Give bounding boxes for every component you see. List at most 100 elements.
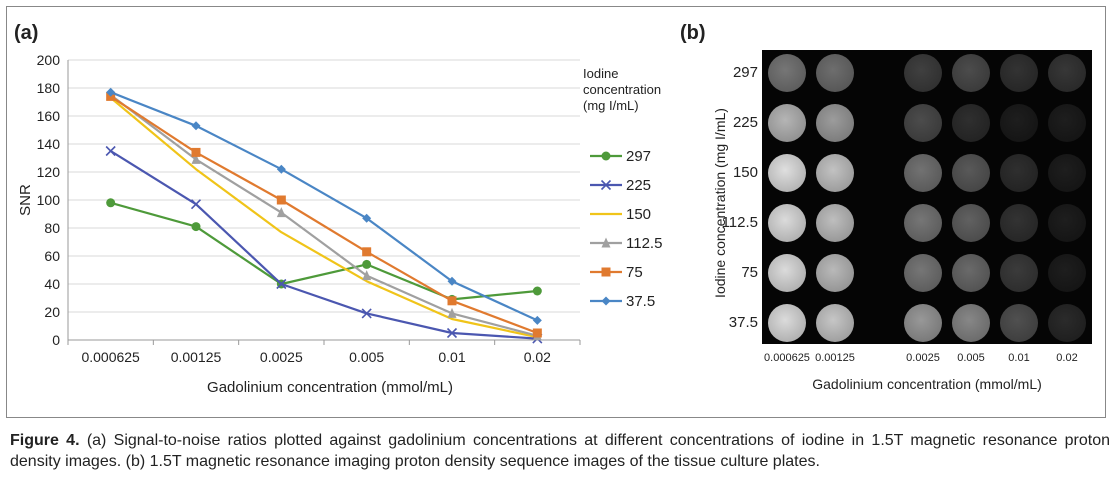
data-point bbox=[105, 145, 116, 157]
mri-well bbox=[816, 104, 854, 142]
data-point bbox=[532, 328, 542, 338]
data-point bbox=[362, 213, 372, 223]
mri-well bbox=[1000, 304, 1038, 342]
mri-well bbox=[816, 304, 854, 342]
mri-well bbox=[768, 154, 806, 192]
series-37.5 bbox=[106, 87, 542, 325]
mri-well bbox=[1000, 104, 1038, 142]
legend-entry-225: 225 bbox=[590, 177, 651, 194]
mri-y-axis-title: Iodine concentration (mg I/mL) bbox=[712, 108, 728, 298]
legend-entry-297: 297 bbox=[590, 148, 651, 165]
data-point bbox=[601, 296, 611, 306]
legend-title: Iodine concentration (mg I/mL) bbox=[583, 66, 661, 113]
data-point bbox=[446, 327, 458, 339]
mri-column-label: 0.0025 bbox=[906, 352, 940, 364]
mri-well bbox=[904, 104, 942, 142]
mri-well bbox=[816, 204, 854, 242]
data-point bbox=[532, 315, 542, 325]
data-point bbox=[447, 296, 457, 306]
data-point bbox=[601, 237, 611, 248]
mri-column-label: 0.01 bbox=[1008, 352, 1030, 364]
mri-well bbox=[904, 204, 942, 242]
y-tick-label: 200 bbox=[37, 52, 61, 68]
data-point bbox=[447, 276, 457, 286]
mri-well bbox=[952, 254, 990, 292]
series-line-297 bbox=[110, 201, 538, 301]
mri-well bbox=[816, 254, 854, 292]
mri-row-label: 37.5 bbox=[728, 314, 758, 331]
mri-row-label: 225 bbox=[732, 114, 758, 131]
series-line-37.5 bbox=[110, 91, 538, 322]
y-tick-label: 0 bbox=[52, 332, 60, 348]
data-point bbox=[191, 147, 201, 157]
data-point bbox=[276, 195, 286, 205]
data-point bbox=[362, 259, 372, 269]
data-point bbox=[276, 207, 286, 218]
data-point-stroke bbox=[105, 145, 116, 157]
data-point bbox=[191, 222, 201, 232]
legend-label: 150 bbox=[626, 206, 651, 223]
panel-label-a: (a) bbox=[14, 22, 39, 44]
data-point bbox=[191, 153, 201, 164]
mri-x-axis-title: Gadolinium concentration (mmol/mL) bbox=[812, 376, 1042, 392]
series-150 bbox=[109, 96, 538, 339]
mri-well bbox=[952, 54, 990, 92]
mri-well bbox=[1000, 204, 1038, 242]
y-tick-label: 140 bbox=[37, 136, 61, 152]
y-tick-label: 40 bbox=[44, 276, 60, 292]
legend-label: 297 bbox=[626, 148, 651, 165]
data-point-stroke bbox=[190, 199, 202, 210]
snr-line-chart: 0 20 40 60 80 100 120 140 160 180 200 0.000625 0.001… bbox=[17, 52, 662, 396]
figure-caption: Figure 4. (a) Signal-to-noise ratios plo… bbox=[10, 430, 1110, 472]
mri-well bbox=[904, 54, 942, 92]
series-75 bbox=[106, 91, 542, 338]
series-line-150 bbox=[109, 96, 538, 339]
x-tick-label: 0.01 bbox=[438, 349, 465, 365]
legend: 297 225 150 112.5 75 37.5 bbox=[590, 148, 662, 310]
legend-label: 37.5 bbox=[626, 293, 655, 310]
data-point bbox=[447, 307, 457, 318]
mri-column-label: 0.00125 bbox=[815, 352, 855, 364]
x-tick-label: 0.005 bbox=[349, 349, 384, 365]
mri-well bbox=[816, 54, 854, 92]
legend-label: 75 bbox=[626, 264, 643, 281]
series-line-225 bbox=[110, 150, 538, 340]
data-point bbox=[532, 286, 542, 296]
mri-well bbox=[768, 204, 806, 242]
data-point bbox=[601, 267, 611, 277]
y-axis-title: SNR bbox=[17, 184, 34, 216]
mri-well bbox=[904, 154, 942, 192]
data-point bbox=[106, 198, 116, 208]
data-point bbox=[362, 270, 372, 281]
mri-well bbox=[1048, 304, 1086, 342]
series-line-112.5 bbox=[110, 94, 538, 337]
y-tick-label: 100 bbox=[37, 192, 61, 208]
data-point-stroke bbox=[276, 278, 287, 290]
mri-well bbox=[1048, 54, 1086, 92]
legend-entry-112.5: 112.5 bbox=[590, 235, 662, 252]
mri-well bbox=[768, 104, 806, 142]
y-tick-label: 20 bbox=[44, 304, 60, 320]
mri-well bbox=[904, 304, 942, 342]
mri-well bbox=[1000, 54, 1038, 92]
legend-entry-150: 150 bbox=[590, 206, 651, 223]
data-point bbox=[601, 151, 611, 161]
legend-entry-75: 75 bbox=[590, 264, 643, 281]
data-point bbox=[362, 247, 372, 257]
mri-row-label: 75 bbox=[741, 264, 758, 281]
y-tick-label: 180 bbox=[37, 80, 61, 96]
mri-well bbox=[768, 54, 806, 92]
data-point bbox=[106, 87, 116, 97]
mri-well bbox=[1000, 154, 1038, 192]
data-point bbox=[190, 199, 202, 210]
legend-title-line: (mg I/mL) bbox=[583, 98, 639, 113]
mri-column-label: 0.000625 bbox=[764, 352, 810, 364]
mri-well bbox=[1048, 104, 1086, 142]
x-axis-title: Gadolinium concentration (mmol/mL) bbox=[207, 379, 453, 396]
mri-well bbox=[952, 154, 990, 192]
x-tick-label: 0.000625 bbox=[81, 349, 140, 365]
data-point bbox=[361, 308, 372, 319]
y-tick-label: 60 bbox=[44, 248, 60, 264]
legend-label: 225 bbox=[626, 177, 651, 194]
data-point bbox=[191, 121, 201, 131]
